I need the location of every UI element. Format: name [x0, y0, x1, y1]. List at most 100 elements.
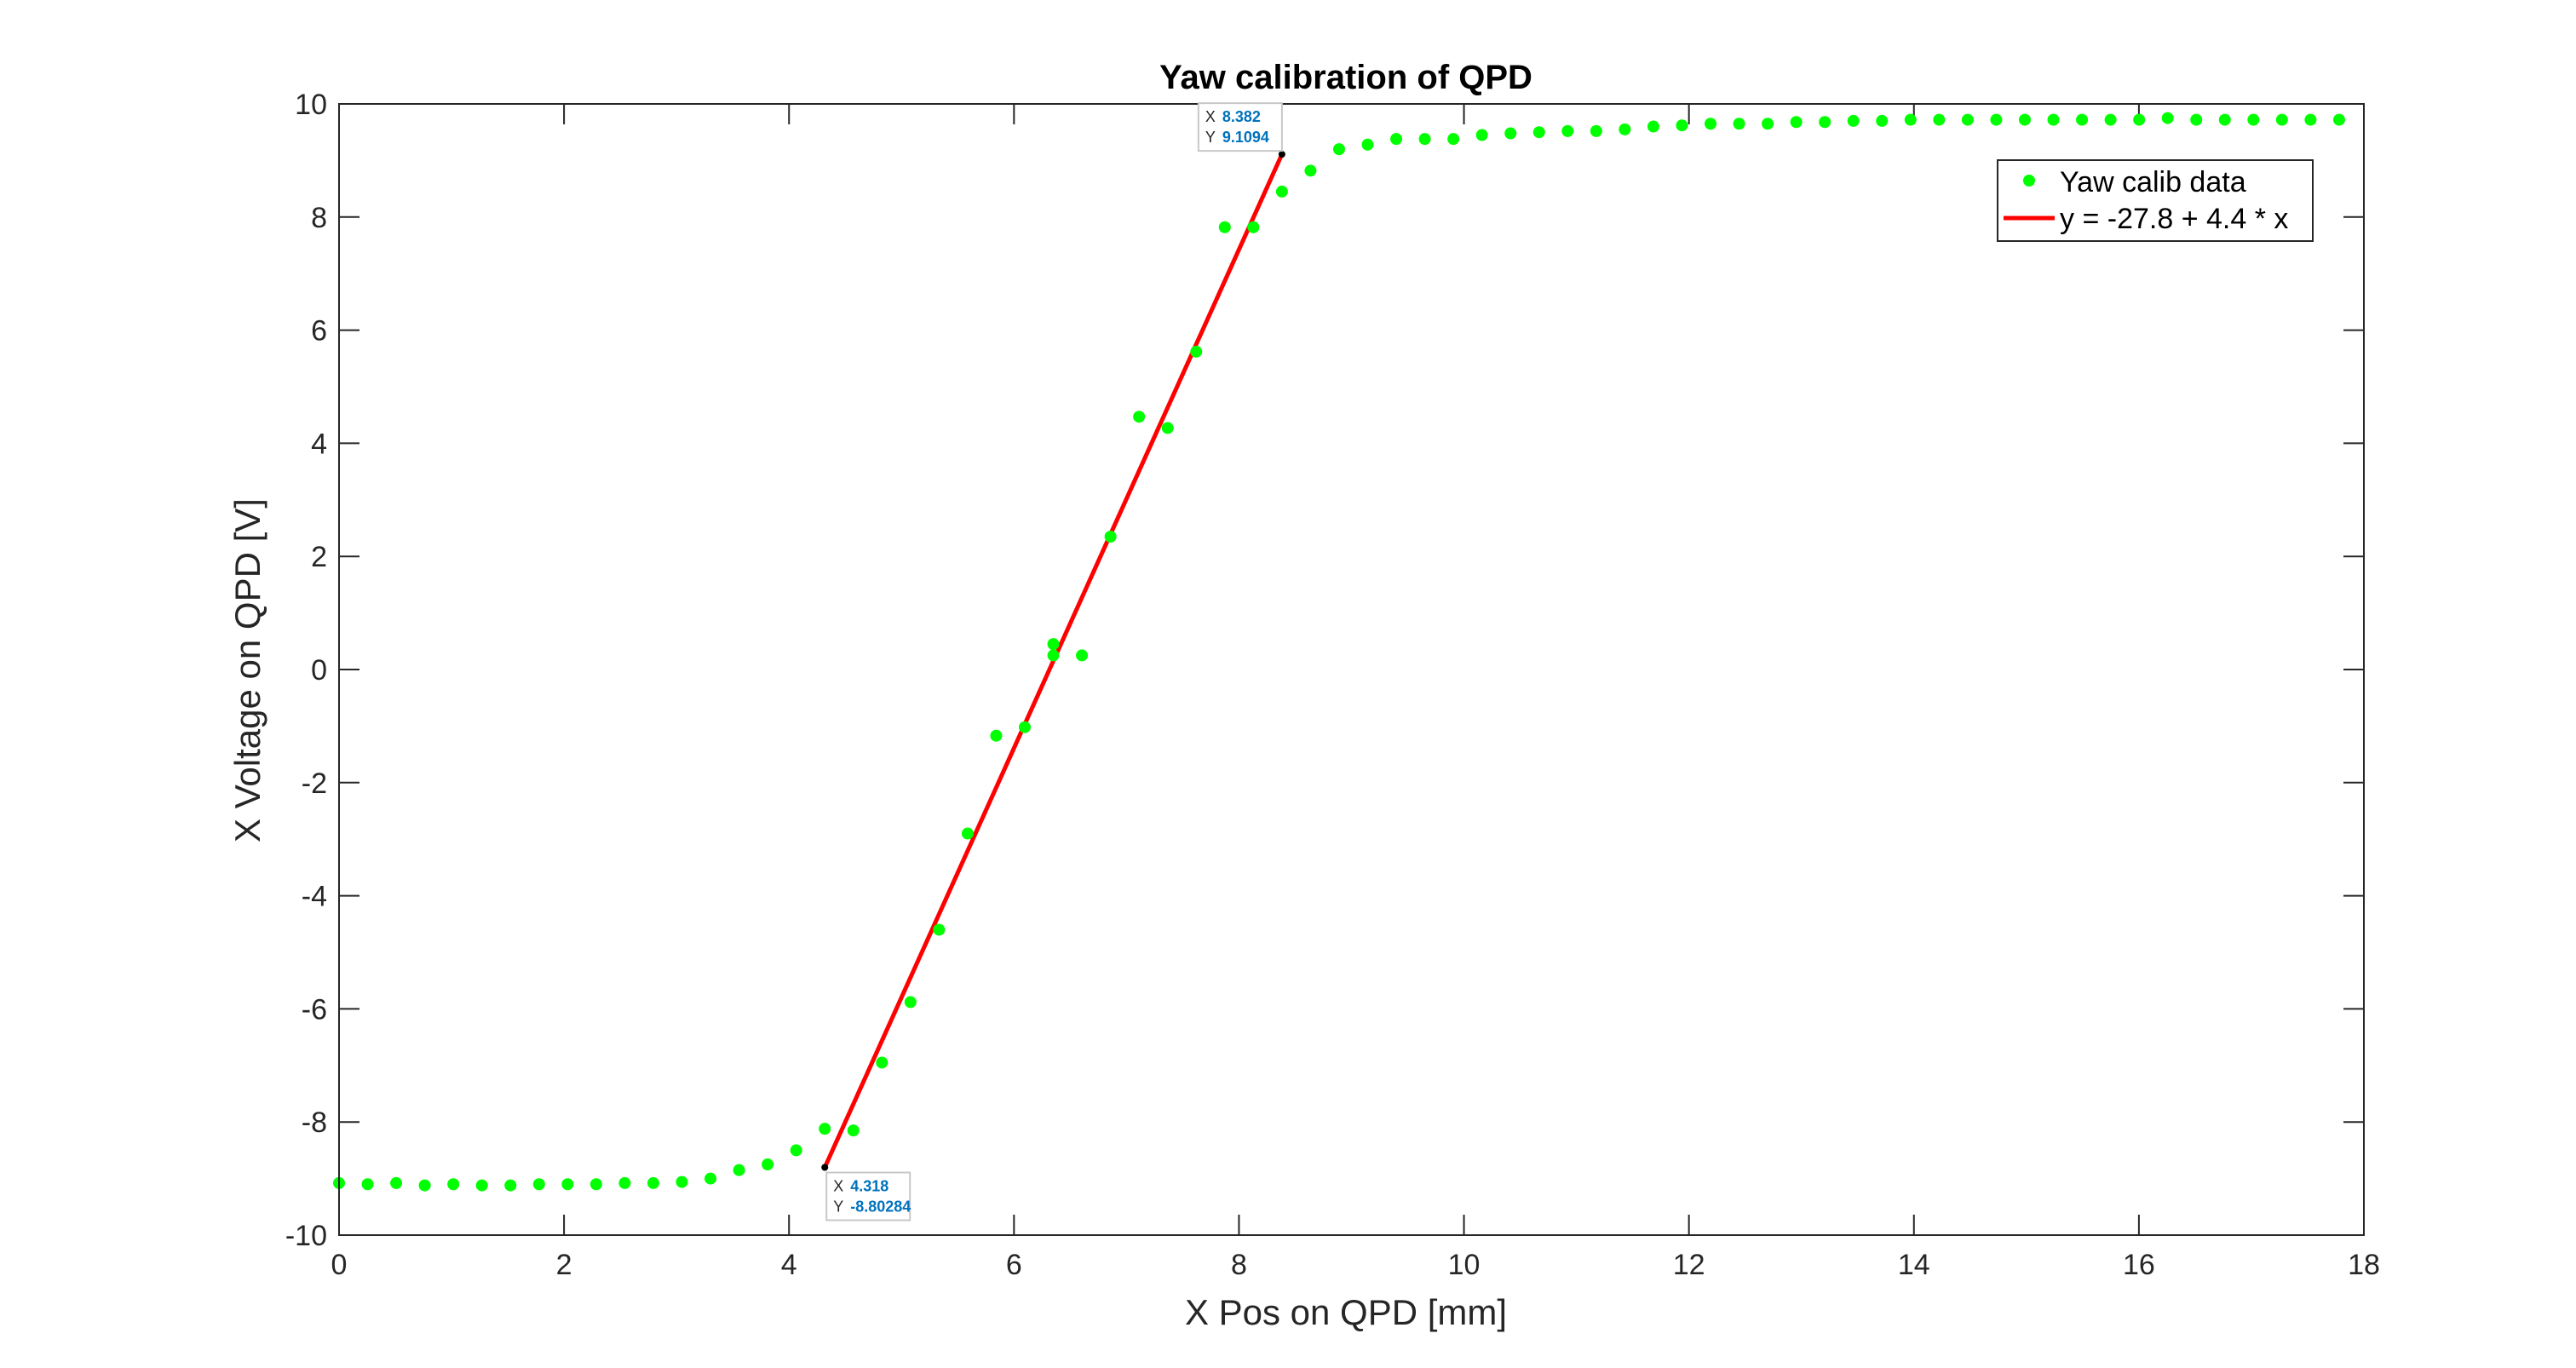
- data-point: [1475, 129, 1488, 141]
- data-point: [1561, 124, 1574, 137]
- legend[interactable]: Yaw calib data y = -27.8 + 4.4 * x: [1997, 159, 2314, 242]
- datatip-y-value: 9.1094: [1222, 129, 1269, 146]
- data-point: [2218, 113, 2231, 126]
- data-point: [532, 1178, 545, 1191]
- data-point: [1904, 113, 1917, 126]
- data-point: [1762, 118, 1774, 130]
- data-point: [990, 729, 1003, 742]
- data-point: [2275, 113, 2288, 126]
- x-tick-label: 18: [2348, 1249, 2380, 1281]
- x-axis-label: X Pos on QPD [mm]: [1185, 1292, 1507, 1332]
- y-tick-label: 0: [311, 654, 327, 687]
- datatip-x-value: 8.382: [1222, 108, 1261, 125]
- data-point: [1247, 221, 1260, 233]
- data-point: [704, 1172, 717, 1185]
- data-point: [2247, 113, 2260, 126]
- data-point: [1961, 113, 1974, 126]
- datatip-anchor: [821, 1164, 829, 1171]
- data-point: [418, 1179, 431, 1192]
- data-point: [933, 923, 946, 936]
- data-point: [2133, 113, 2146, 126]
- legend-label-data: Yaw calib data: [2060, 166, 2246, 198]
- data-point: [904, 996, 917, 1009]
- data-point: [447, 1178, 460, 1191]
- data-point: [1133, 411, 1146, 423]
- y-tick-label: 8: [311, 202, 327, 234]
- data-points-layer: [333, 112, 2345, 1192]
- data-point: [618, 1176, 631, 1189]
- y-tick-label: -10: [285, 1220, 327, 1252]
- data-point: [1532, 126, 1545, 139]
- axes-box: [338, 103, 2365, 1236]
- data-point: [561, 1178, 574, 1191]
- data-point: [2018, 113, 2031, 126]
- data-point: [1647, 120, 1659, 133]
- data-point: [847, 1124, 860, 1137]
- data-point: [361, 1178, 374, 1191]
- datatip-x-key: X: [833, 1178, 843, 1195]
- data-point: [2076, 113, 2089, 126]
- data-point: [1019, 721, 1032, 733]
- data-point: [1161, 422, 1174, 434]
- datatip[interactable]: X 8.382 Y 9.1094: [1197, 102, 1285, 158]
- datatip-box: [825, 1171, 911, 1221]
- data-point: [1332, 143, 1345, 156]
- data-point: [961, 827, 974, 840]
- x-tick-label: 14: [1898, 1249, 1930, 1281]
- data-point: [1390, 133, 1403, 146]
- data-point: [475, 1179, 488, 1192]
- data-point: [647, 1176, 659, 1189]
- datatip-box: [1197, 102, 1283, 152]
- datatip-x-value: 4.318: [850, 1178, 888, 1195]
- data-point: [1418, 133, 1431, 146]
- datatip[interactable]: X 4.318 Y -8.80284: [821, 1164, 911, 1221]
- x-tick-label: 6: [1006, 1249, 1022, 1281]
- y-tick-label: 6: [311, 315, 327, 348]
- x-tick-label: 16: [2123, 1249, 2155, 1281]
- data-point: [1275, 185, 1288, 198]
- data-point: [1047, 638, 1060, 651]
- data-point: [1819, 116, 1831, 129]
- data-point: [1990, 113, 2003, 126]
- y-tick-label: 2: [311, 541, 327, 573]
- x-tick-label: 0: [331, 1249, 348, 1281]
- datatip-x-key: X: [1205, 108, 1216, 125]
- y-tick-label: -4: [302, 881, 327, 913]
- data-point: [1705, 118, 1717, 130]
- data-point: [1876, 114, 1889, 127]
- data-point: [2161, 112, 2174, 124]
- data-point: [1847, 114, 1860, 127]
- y-tick-label: -8: [302, 1106, 327, 1139]
- datatip-y-value: -8.80284: [850, 1198, 911, 1216]
- data-point: [504, 1179, 517, 1192]
- axis-ticks: 0 2 4 6 8 10 12 14 16 18 -10 -8 -6 -4 -2 0 2 4 6 8 10: [285, 89, 2380, 1281]
- y-tick-label: -2: [302, 767, 327, 800]
- data-point: [1790, 116, 1803, 129]
- data-point: [1447, 133, 1460, 146]
- data-point: [1047, 649, 1060, 662]
- data-point: [1218, 221, 1231, 233]
- data-point: [1361, 138, 1374, 151]
- data-point: [790, 1144, 802, 1157]
- y-axis-label: X Voltage on QPD [V]: [227, 498, 267, 842]
- data-point: [1076, 649, 1089, 662]
- x-tick-label: 8: [1231, 1249, 1247, 1281]
- data-point: [390, 1176, 403, 1189]
- data-point: [762, 1158, 774, 1170]
- data-point: [1619, 123, 1631, 135]
- legend-box: [1997, 159, 2314, 242]
- data-point: [1190, 345, 1203, 358]
- data-point: [2047, 113, 2060, 126]
- data-point: [1676, 119, 1688, 132]
- data-point: [676, 1175, 688, 1188]
- data-point: [1733, 118, 1745, 130]
- data-point: [1933, 113, 1946, 126]
- legend-marker-data: [2023, 175, 2035, 187]
- data-point: [1590, 124, 1602, 137]
- chart-title: Yaw calibration of QPD: [1159, 59, 1532, 96]
- data-point: [589, 1178, 602, 1191]
- data-point: [2104, 113, 2117, 126]
- data-point: [1104, 530, 1117, 543]
- datatip-y-key: Y: [1205, 129, 1216, 146]
